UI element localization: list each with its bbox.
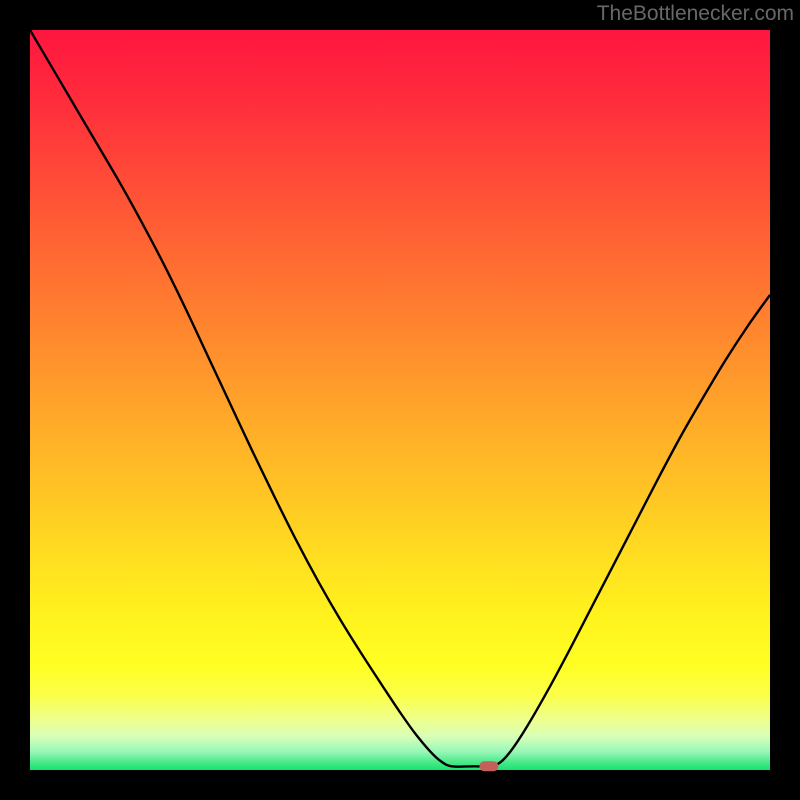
plot-area	[30, 30, 770, 770]
bottleneck-curve	[30, 30, 770, 770]
watermark-text: TheBottlenecker.com	[597, 2, 794, 26]
optimal-point-marker	[479, 761, 498, 771]
